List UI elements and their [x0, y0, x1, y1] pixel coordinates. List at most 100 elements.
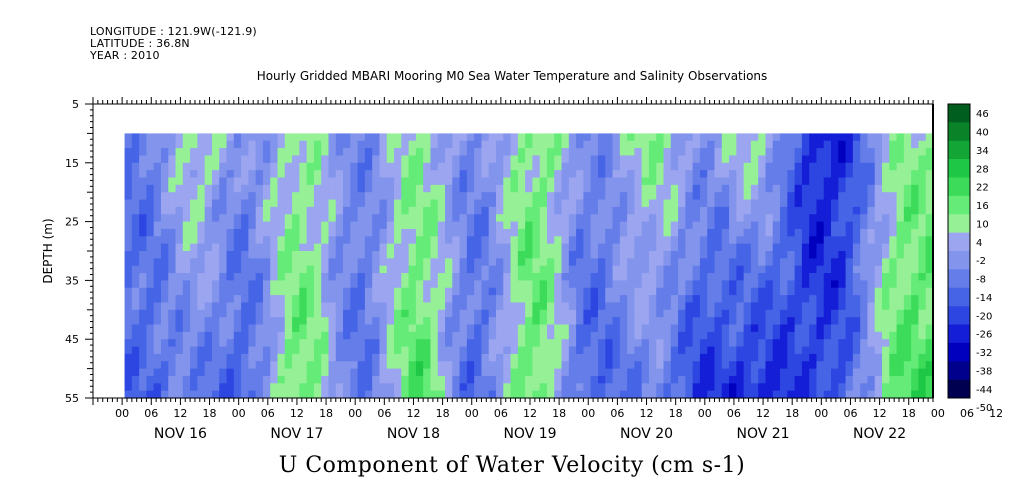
heatmap-cell [816, 331, 825, 340]
heatmap-cell [190, 361, 198, 370]
heatmap-cell [401, 236, 410, 245]
heatmap-cell [597, 206, 606, 215]
heatmap-cell [211, 133, 220, 142]
heatmap-cell [707, 273, 716, 281]
heatmap-cell [736, 133, 745, 142]
heatmap-cell [678, 236, 686, 245]
heatmap-cell [517, 339, 526, 348]
heatmap-cell [204, 331, 213, 340]
x-tick-label: 06 [960, 407, 974, 420]
heatmap-cell [299, 228, 308, 237]
heatmap-cell [612, 243, 621, 252]
heatmap-cell [386, 295, 395, 304]
heatmap-cell [488, 214, 497, 223]
heatmap-cell [197, 265, 206, 274]
heatmap-cell [190, 192, 198, 201]
heatmap-cell [729, 236, 737, 245]
heatmap-cell [634, 346, 643, 355]
heatmap-cell [343, 324, 351, 333]
heatmap-cell [750, 214, 759, 223]
heatmap-cell [852, 309, 861, 318]
heatmap-cell [729, 331, 737, 340]
heatmap-cell [852, 221, 861, 230]
heatmap-cell [255, 184, 264, 193]
heatmap-cell [729, 390, 737, 399]
heatmap-cell [459, 228, 468, 237]
heatmap-cell [852, 155, 861, 164]
heatmap-cell [525, 390, 534, 399]
heatmap-cell [153, 184, 162, 193]
heatmap-cell [124, 317, 133, 326]
heatmap-cell [576, 295, 584, 304]
heatmap-cell [743, 361, 752, 370]
heatmap-cell [139, 346, 148, 355]
heatmap-cell [277, 221, 286, 230]
heatmap-cell [168, 206, 177, 215]
heatmap-cell [685, 133, 694, 142]
heatmap-cell [707, 309, 716, 318]
heatmap-cell [313, 243, 322, 252]
heatmap-cell [729, 383, 737, 392]
heatmap-cell [503, 361, 512, 370]
heatmap-cell [226, 162, 235, 171]
heatmap-cell [386, 236, 395, 245]
heatmap-cell [525, 258, 534, 267]
heatmap-cell [918, 221, 927, 230]
heatmap-cell [379, 331, 388, 340]
heatmap-cell [889, 236, 898, 245]
heatmap-cell [823, 258, 832, 267]
heatmap-cell [758, 243, 767, 252]
heatmap-cell [583, 375, 592, 384]
heatmap-cell [670, 170, 679, 179]
heatmap-cell [503, 309, 512, 318]
heatmap-cell [860, 184, 869, 193]
heatmap-cell [160, 184, 169, 193]
heatmap-cell [707, 184, 716, 193]
heatmap-cell [299, 287, 308, 296]
heatmap-cell [736, 221, 745, 230]
heatmap-cell [750, 155, 759, 164]
heatmap-cell [874, 346, 883, 355]
heatmap-cell [656, 184, 665, 193]
heatmap-cell [459, 368, 468, 377]
heatmap-cell [612, 302, 621, 311]
heatmap-cell [801, 280, 810, 289]
heatmap-cell [517, 273, 526, 281]
heatmap-cell [780, 295, 788, 304]
heatmap-cell [175, 184, 184, 193]
heatmap-cell [903, 383, 912, 392]
heatmap-cell [823, 206, 832, 215]
heatmap-cell [503, 206, 512, 215]
heatmap-cell [809, 324, 818, 333]
heatmap-cell [809, 295, 818, 304]
heatmap-cell [182, 361, 191, 370]
heatmap-cell [852, 206, 861, 215]
heatmap-cell [707, 287, 716, 296]
heatmap-cell [364, 162, 373, 171]
heatmap-cell [313, 214, 322, 223]
heatmap-cell [284, 287, 293, 296]
heatmap-cell [707, 390, 716, 399]
heatmap-cell [182, 346, 191, 355]
heatmap-cell [277, 346, 286, 355]
heatmap-cell [568, 162, 577, 171]
heatmap-cell [889, 390, 898, 399]
heatmap-cell [634, 148, 643, 157]
heatmap-cell [816, 295, 825, 304]
heatmap-cell [634, 317, 643, 326]
heatmap-cell [255, 243, 264, 252]
heatmap-cell [190, 383, 198, 392]
heatmap-cell [517, 324, 526, 333]
heatmap-cell [663, 324, 672, 333]
heatmap-cell [641, 221, 650, 230]
heatmap-cell [408, 324, 417, 333]
heatmap-cell [139, 302, 148, 311]
heatmap-cell [590, 206, 599, 215]
heatmap-cell [357, 192, 366, 201]
heatmap-cell [160, 177, 169, 186]
heatmap-cell [343, 317, 351, 326]
heatmap-cell [554, 170, 563, 179]
heatmap-cell [517, 184, 526, 193]
heatmap-cell [787, 162, 796, 171]
heatmap-cell [248, 375, 257, 384]
